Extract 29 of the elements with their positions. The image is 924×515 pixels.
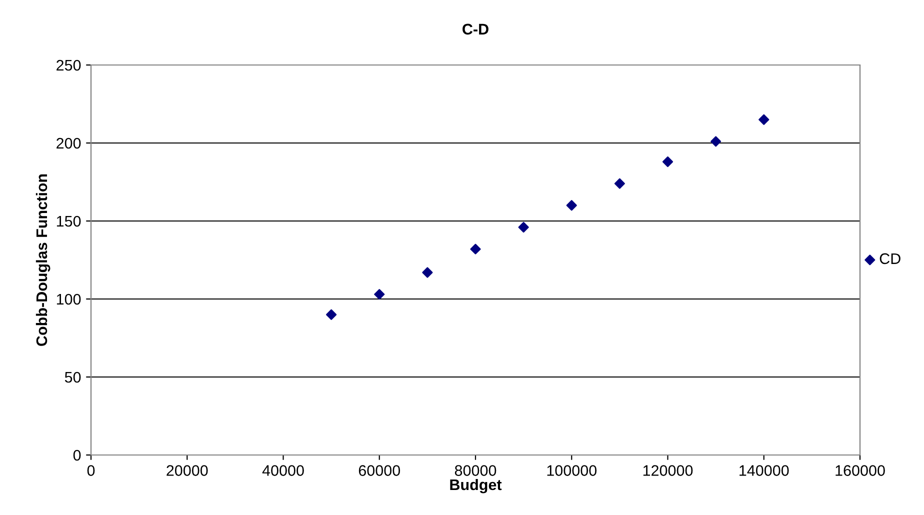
x-tick-label: 40000 [262, 465, 304, 476]
x-tick-label: 100000 [547, 465, 597, 476]
x-tick-label: 160000 [836, 465, 885, 476]
point [374, 289, 385, 300]
x-tick-label: 20000 [166, 465, 208, 476]
point [326, 309, 337, 320]
x-tick-label: 120000 [643, 465, 693, 476]
point [710, 136, 722, 147]
y-tick-label: 50 [64, 372, 81, 383]
y-tick-label: 100 [56, 294, 81, 305]
x-tick-label: 80000 [454, 465, 496, 476]
legend-label: CD [880, 253, 900, 264]
y-tick-label: 250 [56, 60, 81, 71]
point [566, 200, 577, 211]
point [614, 178, 625, 189]
point [422, 267, 433, 278]
y-tick-label: 200 [56, 138, 81, 149]
point [470, 244, 481, 254]
x-tick-label: 0 [87, 465, 95, 476]
point [518, 222, 529, 233]
chart-title: C-D [462, 24, 488, 35]
y-axis-title: Cobb-Douglas Function [36, 174, 50, 346]
y-tick-label: 0 [73, 450, 81, 461]
x-tick-label: 60000 [358, 465, 400, 476]
y-tick-label: 150 [56, 216, 81, 227]
point [758, 114, 770, 125]
x-axis-title: Budget [450, 478, 502, 494]
x-tick-label: 140000 [740, 465, 789, 476]
point [662, 156, 674, 168]
